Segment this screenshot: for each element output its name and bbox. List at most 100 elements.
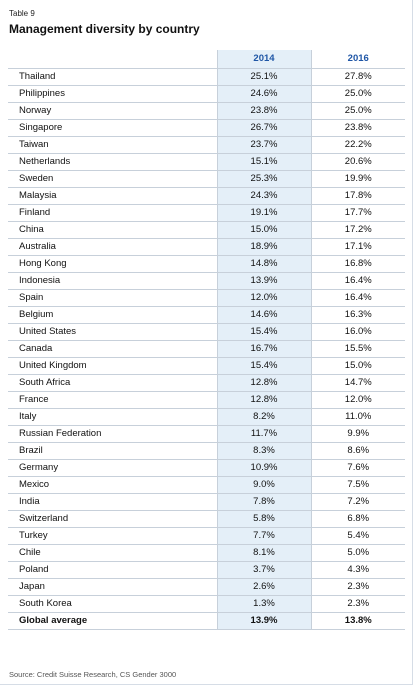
country-cell: Mexico [8, 476, 217, 494]
value-2016-cell: 27.8% [310, 68, 405, 86]
country-cell: Brazil [8, 442, 217, 460]
country-cell: India [8, 493, 217, 511]
table-row: India 7.8% 7.2% [8, 493, 405, 511]
value-2014-cell: 12.0% [216, 289, 311, 307]
value-2016-cell: 25.0% [310, 102, 405, 120]
value-2016-cell: 15.5% [310, 340, 405, 358]
table-row: France 12.8% 12.0% [8, 391, 405, 409]
table-row: Sweden 25.3% 19.9% [8, 170, 405, 188]
country-cell: Spain [8, 289, 217, 307]
column-header-2014: 2014 [216, 50, 311, 69]
value-2016-cell: 2.3% [310, 578, 405, 596]
value-2016-cell: 5.0% [310, 544, 405, 562]
value-2016-cell: 19.9% [310, 170, 405, 188]
country-cell: Russian Federation [8, 425, 217, 443]
value-2016-cell: 16.4% [310, 272, 405, 290]
country-cell: Poland [8, 561, 217, 579]
country-cell: Germany [8, 459, 217, 477]
value-2016-cell: 7.2% [310, 493, 405, 511]
table-row: United Kingdom 15.4% 15.0% [8, 357, 405, 375]
value-2016-cell: 4.3% [310, 561, 405, 579]
country-cell: South Africa [8, 374, 217, 392]
value-2014-cell: 12.8% [216, 391, 311, 409]
value-2014-cell: 3.7% [216, 561, 311, 579]
country-cell: Chile [8, 544, 217, 562]
value-2014-cell: 8.1% [216, 544, 311, 562]
country-cell: Switzerland [8, 510, 217, 528]
value-2014-cell: 14.6% [216, 306, 311, 324]
value-2016-cell: 11.0% [310, 408, 405, 426]
table-row: Russian Federation 11.7% 9.9% [8, 425, 405, 443]
global-average-row: Global average 13.9% 13.8% [8, 612, 405, 630]
value-2014-cell: 7.7% [216, 527, 311, 545]
table-row: South Africa 12.8% 14.7% [8, 374, 405, 392]
value-2014-cell: 14.8% [216, 255, 311, 273]
value-2014-cell: 15.0% [216, 221, 311, 239]
table-row: Switzerland 5.8% 6.8% [8, 510, 405, 528]
value-2014-cell: 8.2% [216, 408, 311, 426]
value-2014-cell: 12.8% [216, 374, 311, 392]
country-cell: Turkey [8, 527, 217, 545]
value-2014-cell: 10.9% [216, 459, 311, 477]
value-2016-cell: 17.2% [310, 221, 405, 239]
table-row: South Korea 1.3% 2.3% [8, 595, 405, 613]
country-cell: Italy [8, 408, 217, 426]
table-row: Singapore 26.7% 23.8% [8, 119, 405, 137]
country-cell: China [8, 221, 217, 239]
table-row: Indonesia 13.9% 16.4% [8, 272, 405, 290]
table-row: Thailand 25.1% 27.8% [8, 68, 405, 86]
country-cell: United Kingdom [8, 357, 217, 375]
value-2016-cell: 7.6% [310, 459, 405, 477]
value-2016-cell: 17.7% [310, 204, 405, 222]
value-2014-cell: 1.3% [216, 595, 311, 613]
value-2014-cell: 9.0% [216, 476, 311, 494]
value-2014-cell: 15.1% [216, 153, 311, 171]
table-row: United States 15.4% 16.0% [8, 323, 405, 341]
value-2014-cell: 25.3% [216, 170, 311, 188]
value-2014-cell: 26.7% [216, 119, 311, 137]
value-2014-cell: 13.9% [216, 272, 311, 290]
source-note: Source: Credit Suisse Research, CS Gende… [9, 670, 177, 679]
table-row: Norway 23.8% 25.0% [8, 102, 405, 120]
value-2016-cell: 5.4% [310, 527, 405, 545]
value-2014-cell: 23.8% [216, 102, 311, 120]
value-2014-cell: 2.6% [216, 578, 311, 596]
value-2014-cell: 11.7% [216, 425, 311, 443]
country-cell: Thailand [8, 68, 217, 86]
value-2016-cell: 7.5% [310, 476, 405, 494]
table-row: Brazil 8.3% 8.6% [8, 442, 405, 460]
country-cell: Norway [8, 102, 217, 120]
value-2014-cell: 5.8% [216, 510, 311, 528]
header-row: 2014 2016 [8, 50, 405, 69]
value-2016-cell: 25.0% [310, 85, 405, 103]
table-row: Malaysia 24.3% 17.8% [8, 187, 405, 205]
country-cell: Canada [8, 340, 217, 358]
country-header [8, 50, 217, 69]
value-2014-cell: 16.7% [216, 340, 311, 358]
country-cell: Singapore [8, 119, 217, 137]
value-2016-cell: 16.8% [310, 255, 405, 273]
country-cell: Australia [8, 238, 217, 256]
value-2014-cell: 24.6% [216, 85, 311, 103]
value-2016-cell: 17.8% [310, 187, 405, 205]
country-cell: Finland [8, 204, 217, 222]
table-row: Finland 19.1% 17.7% [8, 204, 405, 222]
country-cell: Hong Kong [8, 255, 217, 273]
value-2016-cell: 15.0% [310, 357, 405, 375]
table-row: Poland 3.7% 4.3% [8, 561, 405, 579]
table-body: Thailand 25.1% 27.8% Philippines 24.6% 25.0% N… [8, 68, 405, 630]
value-2014-cell: 18.9% [216, 238, 311, 256]
value-2016-cell: 23.8% [310, 119, 405, 137]
value-2014-cell: 19.1% [216, 204, 311, 222]
value-2016-cell: 12.0% [310, 391, 405, 409]
country-cell: Philippines [8, 85, 217, 103]
table-row: Philippines 24.6% 25.0% [8, 85, 405, 103]
table-row: Hong Kong 14.8% 16.8% [8, 255, 405, 273]
table-row: Canada 16.7% 15.5% [8, 340, 405, 358]
value-2016-cell: 20.6% [310, 153, 405, 171]
value-2016-cell: 16.4% [310, 289, 405, 307]
country-cell: Sweden [8, 170, 217, 188]
country-cell: Indonesia [8, 272, 217, 290]
value-2016-cell: 17.1% [310, 238, 405, 256]
